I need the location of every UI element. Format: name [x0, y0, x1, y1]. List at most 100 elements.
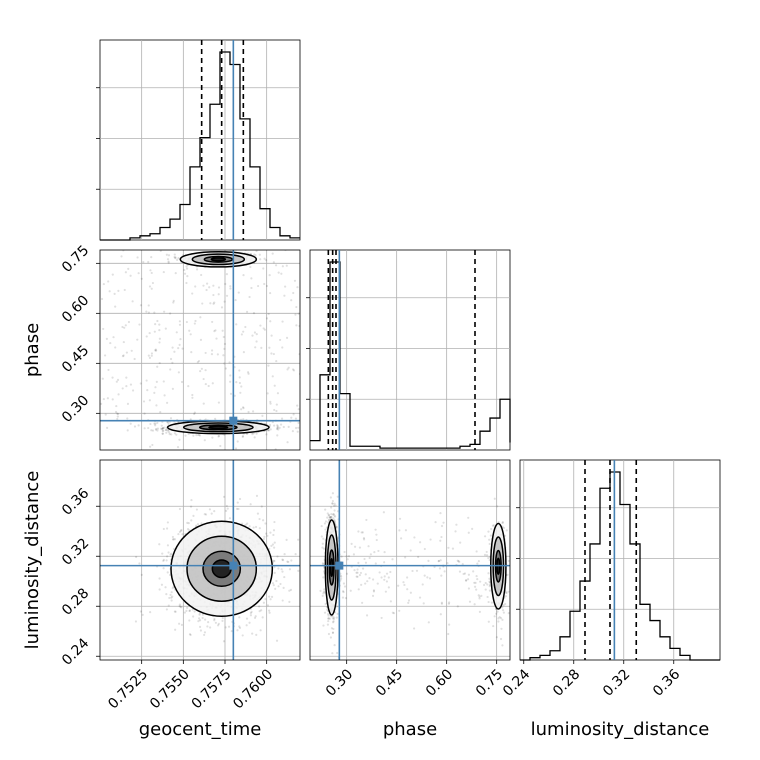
sample-point	[185, 267, 189, 270]
sample-point	[357, 561, 360, 564]
sample-point	[154, 349, 158, 352]
sample-point	[238, 497, 242, 501]
sample-point	[251, 632, 254, 635]
sample-point	[252, 311, 256, 315]
sample-point	[490, 527, 493, 531]
sample-point	[162, 567, 165, 570]
sample-point	[170, 596, 173, 599]
sample-point	[161, 429, 164, 432]
sample-point	[332, 618, 335, 621]
sample-point	[330, 506, 333, 509]
sample-point	[487, 600, 490, 604]
sample-point	[212, 284, 215, 287]
y-tick-label-luminosity_distance: 0.28	[59, 585, 92, 618]
sample-point	[147, 304, 150, 307]
sample-point	[448, 601, 451, 604]
sample-point	[207, 621, 210, 624]
sample-point	[167, 551, 170, 554]
sample-point	[242, 330, 245, 333]
sample-point	[273, 541, 276, 544]
sample-point	[382, 511, 385, 514]
sample-point	[106, 397, 109, 400]
sample-point	[294, 313, 297, 316]
sample-point	[211, 436, 214, 439]
sample-point	[419, 541, 422, 544]
sample-point	[477, 594, 480, 597]
sample-point	[278, 426, 281, 429]
sample-point	[225, 273, 229, 276]
sample-point	[224, 626, 227, 629]
sample-point	[501, 606, 504, 609]
sample-point	[164, 428, 168, 432]
sample-point	[282, 586, 285, 589]
sample-point	[185, 609, 188, 613]
sample-point	[276, 425, 279, 428]
sample-point	[261, 414, 264, 417]
sample-point	[140, 573, 143, 576]
sample-point	[158, 341, 161, 344]
sample-point	[274, 587, 277, 590]
sample-point	[326, 623, 330, 626]
y-tick-label-phase: 0.30	[59, 392, 92, 425]
sample-point	[352, 553, 356, 556]
sample-point	[448, 623, 451, 626]
sample-point	[258, 517, 261, 521]
sample-point	[158, 588, 161, 591]
y-axis-title-phase: phase	[22, 323, 43, 377]
sample-point	[271, 420, 274, 424]
sample-point	[440, 524, 444, 528]
contour-line	[203, 255, 234, 263]
sample-point	[331, 502, 334, 505]
sample-point	[160, 583, 164, 586]
sample-point	[252, 526, 255, 529]
sample-point	[464, 579, 468, 582]
sample-point	[229, 287, 232, 290]
sample-point	[244, 523, 247, 526]
sample-point	[262, 267, 265, 270]
sample-point	[365, 614, 369, 617]
density-fill	[212, 560, 232, 578]
sample-point	[258, 605, 261, 608]
sample-point	[250, 610, 253, 613]
sample-point	[125, 351, 128, 354]
sample-point	[216, 353, 219, 356]
sample-point	[139, 304, 143, 307]
sample-point	[160, 424, 163, 427]
sample-point	[178, 320, 181, 323]
sample-point	[240, 385, 243, 388]
sample-point	[167, 254, 171, 257]
sample-point	[213, 510, 216, 513]
sample-point	[357, 530, 360, 533]
sample-point	[497, 617, 500, 620]
sample-point	[434, 520, 437, 524]
sample-point	[150, 354, 153, 357]
sample-point	[269, 598, 272, 601]
sample-point	[488, 585, 491, 588]
sample-point	[412, 627, 416, 630]
sample-point	[172, 538, 175, 541]
y-tick-label-luminosity_distance: 0.32	[59, 535, 92, 568]
sample-point	[467, 587, 471, 590]
sample-point	[383, 551, 386, 554]
sample-point	[210, 512, 213, 515]
sample-point	[292, 291, 295, 295]
sample-point	[501, 618, 504, 621]
sample-point	[484, 588, 487, 591]
sample-point	[194, 285, 197, 288]
sample-point	[133, 425, 137, 428]
sample-point	[111, 273, 114, 276]
sample-point	[198, 433, 201, 436]
hist-step	[520, 471, 720, 661]
sample-point	[295, 324, 298, 327]
sample-point	[400, 537, 403, 540]
sample-point	[281, 599, 284, 602]
sample-point	[248, 621, 251, 624]
sample-point	[276, 555, 279, 558]
sample-point	[248, 525, 251, 528]
sample-point	[332, 504, 336, 507]
sample-point	[328, 617, 331, 620]
hist-panel-luminosity_distance	[516, 459, 721, 664]
sample-point	[364, 582, 367, 585]
sample-point	[163, 394, 166, 397]
sample-point	[467, 573, 471, 576]
